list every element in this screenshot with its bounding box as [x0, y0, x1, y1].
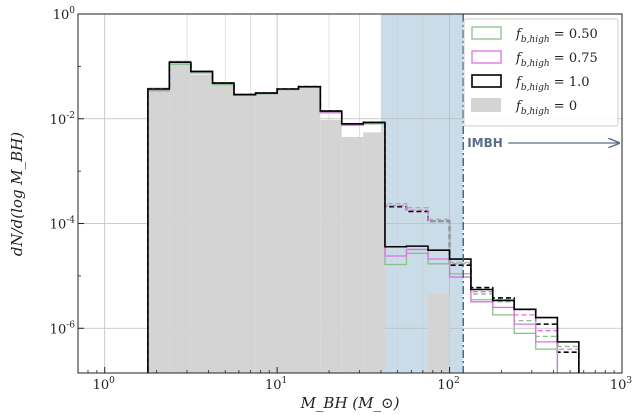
imbh-label: IMBH: [467, 136, 503, 150]
y-tick-label: 10-2: [50, 111, 75, 128]
x-axis-label: M_BH (M_⊙): [300, 394, 400, 412]
y-tick-label: 10-4: [50, 216, 76, 233]
plot-frame: [77, 13, 623, 374]
histogram-bar: [298, 87, 321, 373]
y-axis-label: dN/d(log M_BH): [8, 132, 26, 256]
legend-label: fb,high = 1.0: [515, 75, 590, 93]
x-tick-label: 100: [93, 376, 116, 393]
axis-labels: M_BH (M_⊙) dN/d(log M_BH): [8, 132, 400, 412]
step-histograms: [147, 61, 580, 373]
y-tick-label: 100: [53, 6, 76, 23]
histogram-bar: [190, 74, 213, 373]
legend-label: fb,high = 0.50: [515, 27, 598, 45]
imbh-annotation: IMBH: [467, 136, 619, 150]
histogram-bar: [255, 92, 278, 373]
histogram-bar: [320, 119, 342, 373]
filled-histogram: [147, 60, 450, 373]
histogram-bar: [147, 87, 170, 373]
imbh-shaded-region: [380, 14, 464, 373]
legend-swatch: [471, 74, 502, 88]
legend-swatch: [471, 50, 502, 64]
imbh-region: [380, 14, 464, 373]
ticks: 100 101 102 103 100 10-2 10-4 10-6: [50, 6, 632, 393]
legend: fb,high = 0.50 fb,high = 0.75 fb,high = 1.…: [463, 18, 619, 127]
histogram-bar: [233, 93, 256, 373]
histogram-bar: [169, 60, 191, 373]
legend-box: [463, 18, 619, 127]
histogram-bar: [277, 88, 299, 373]
series-line: [147, 61, 580, 373]
x-tick-label: 101: [265, 376, 287, 393]
x-tick-label: 103: [610, 376, 632, 393]
histogram-bar: [363, 132, 385, 373]
histogram-bar: [341, 136, 364, 373]
histogram-bar: [212, 82, 234, 373]
x-tick-label: 102: [437, 376, 459, 393]
legend-swatch: [471, 98, 501, 112]
legend-label: fb,high = 0: [515, 99, 577, 117]
legend-label: fb,high = 0.75: [515, 51, 598, 69]
legend-swatch: [471, 26, 502, 40]
histogram-bar: [428, 294, 450, 373]
y-tick-label: 10-6: [50, 320, 76, 337]
